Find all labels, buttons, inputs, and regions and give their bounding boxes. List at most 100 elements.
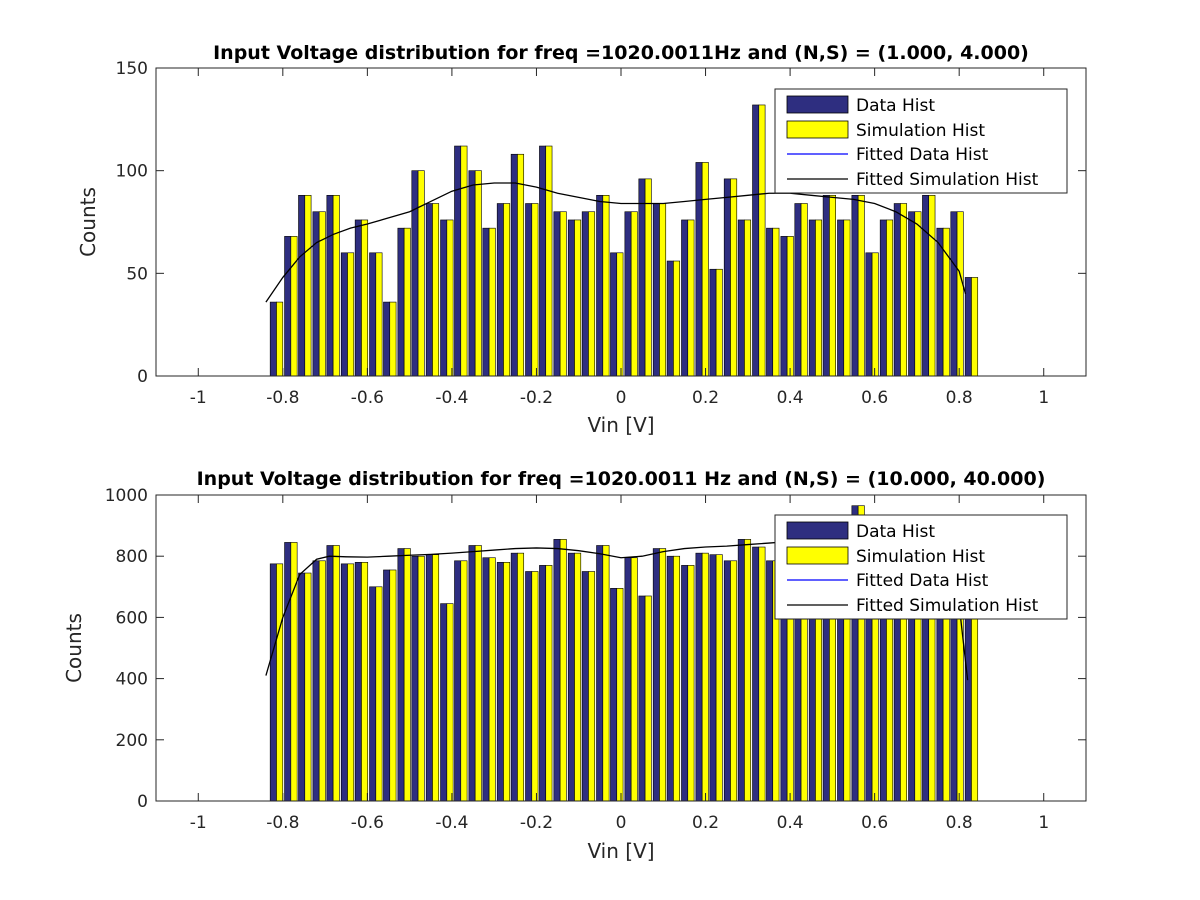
simulation-hist-bar <box>843 219 851 377</box>
legend-swatch-data-hist <box>786 521 849 540</box>
legend: Data Hist Simulation Hist Fitted Data Hi… <box>774 514 1068 620</box>
data-hist-bar <box>596 545 604 802</box>
chart-title: Input Voltage distribution for freq =102… <box>197 468 1046 490</box>
data-hist-bar <box>666 555 674 802</box>
data-hist-bar <box>709 554 717 802</box>
data-hist-bar <box>610 588 618 802</box>
simulation-hist-bar <box>730 178 738 377</box>
simulation-hist-bar <box>446 219 454 377</box>
data-hist-bar <box>383 301 391 377</box>
simulation-hist-bar <box>488 227 496 377</box>
data-hist-bar <box>723 178 731 377</box>
data-hist-bar <box>964 277 972 377</box>
data-hist-bar <box>567 552 575 802</box>
simulation-hist-bar <box>644 178 652 377</box>
data-hist-bar <box>766 560 774 802</box>
data-hist-bar <box>652 548 660 802</box>
data-hist-bar <box>298 572 306 802</box>
simulation-hist-bar <box>517 552 525 802</box>
simulation-hist-bar <box>701 162 709 377</box>
simulation-hist-bar <box>403 227 411 377</box>
data-hist-bar <box>397 227 405 377</box>
x-tick-label: -0.8 <box>266 813 299 833</box>
data-hist-bar <box>567 219 575 377</box>
simulation-hist-bar <box>602 545 610 802</box>
simulation-hist-bar <box>276 563 284 802</box>
data-hist-bar <box>369 586 377 802</box>
simulation-hist-bar <box>659 548 667 802</box>
data-hist-bar <box>851 195 859 377</box>
simulation-hist-bar <box>871 252 879 377</box>
simulation-hist-bar <box>318 560 326 802</box>
y-tick-label: 1000 <box>105 486 148 506</box>
simulation-hist-bar <box>488 557 496 802</box>
simulation-hist-bar <box>347 563 355 802</box>
data-hist-bar <box>624 211 632 377</box>
x-tick-label: 0.2 <box>692 813 719 833</box>
y-tick-label: 50 <box>126 264 148 284</box>
data-hist-bar <box>936 227 944 377</box>
data-hist-bar <box>539 565 547 802</box>
x-tick-label: 0 <box>616 813 627 833</box>
data-hist-bar <box>723 560 731 802</box>
simulation-hist-bar <box>673 260 681 377</box>
legend-label-data-hist: Data Hist <box>856 96 935 116</box>
simulation-hist-bar <box>517 153 525 377</box>
legend: Data Hist Simulation Hist Fitted Data Hi… <box>774 88 1068 194</box>
simulation-hist-bar <box>290 236 298 377</box>
y-tick-label: 0 <box>137 367 148 387</box>
simulation-hist-bar <box>361 219 369 377</box>
simulation-hist-bar <box>687 219 695 377</box>
simulation-hist-bar <box>304 572 312 802</box>
data-hist-bar <box>681 565 689 802</box>
data-hist-bar <box>780 236 788 377</box>
data-hist-bar <box>496 562 504 802</box>
simulation-hist-bar <box>403 548 411 802</box>
fit-line-group <box>265 182 967 303</box>
data-hist-bar <box>525 571 533 802</box>
data-hist-bar <box>454 560 462 802</box>
x-tick-label: -0.4 <box>435 813 468 833</box>
simulation-hist-bar <box>800 203 808 377</box>
simulation-hist-bar <box>432 203 440 377</box>
y-tick-label: 150 <box>116 59 148 79</box>
data-hist-bar <box>525 203 533 377</box>
simulation-hist-bar <box>616 252 624 377</box>
y-tick-group: 0 50 100 150 <box>116 59 1086 387</box>
simulation-hist-bar <box>460 560 468 802</box>
data-hist-bar <box>468 545 476 802</box>
data-hist-bar <box>269 301 277 377</box>
simulation-hist-bar <box>503 562 511 802</box>
simulation-hist-bar <box>417 170 425 377</box>
simulation-hist-bar <box>460 145 468 377</box>
simulation-hist-bar <box>744 219 752 377</box>
data-hist-bar <box>794 203 802 377</box>
simulation-hist-bar <box>545 565 553 802</box>
legend-label-simulation-hist: Simulation Hist <box>856 121 985 141</box>
data-hist-bar <box>638 178 646 377</box>
legend-swatch-simulation-hist <box>786 120 849 139</box>
data-hist-bar <box>440 603 448 802</box>
simulation-hist-bar <box>730 560 738 802</box>
x-tick-label: 0.2 <box>692 388 719 408</box>
simulation-hist-bar <box>786 236 794 377</box>
simulation-hist-bar <box>389 301 397 377</box>
simulation-hist-bar <box>715 554 723 802</box>
simulation-hist-bar <box>332 195 340 377</box>
x-tick-label: -1 <box>190 813 207 833</box>
x-tick-group: -1 -0.8 -0.6 -0.4 -0.2 0 0.2 0.4 0.6 0.8 1 <box>190 495 1049 833</box>
y-tick-label: 200 <box>116 731 148 751</box>
simulation-hist-bar <box>715 268 723 377</box>
data-hist-bar <box>652 203 660 377</box>
y-tick-label: 0 <box>137 792 148 812</box>
simulation-hist-bar <box>503 203 511 377</box>
simulation-hist-bar <box>956 211 964 377</box>
legend-swatch-data-hist <box>786 95 849 114</box>
y-axis-label: Counts <box>76 187 100 257</box>
simulation-hist-bar <box>701 552 709 802</box>
x-tick-label: 0.8 <box>946 388 973 408</box>
data-hist-bar <box>326 545 334 802</box>
data-hist-bar <box>340 563 348 802</box>
legend-label-fitted-data-hist: Fitted Data Hist <box>856 145 989 165</box>
simulation-hist-bar <box>375 252 383 377</box>
